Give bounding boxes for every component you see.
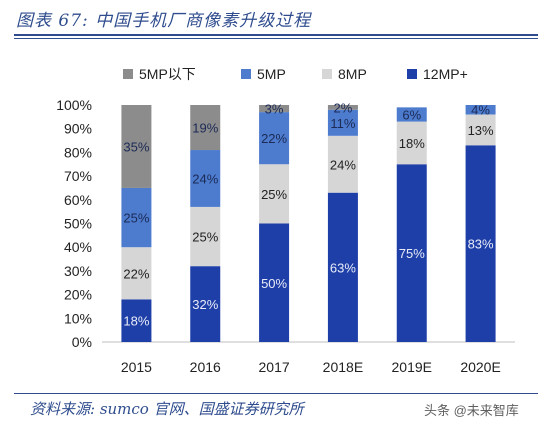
data-label: 25% [123, 211, 149, 226]
x-tick-label: 2016 [190, 359, 221, 375]
bar-segment [121, 247, 152, 300]
data-label: 22% [261, 131, 287, 146]
y-tick-label: 50% [64, 216, 92, 232]
chart-header: 图表 67: 中国手机厂商像素升级过程 [0, 0, 552, 40]
bar-segment [396, 121, 427, 165]
y-tick-label: 100% [56, 97, 92, 113]
bar-segment [465, 105, 496, 115]
data-label: 50% [261, 276, 287, 291]
data-label: 18% [399, 136, 425, 151]
x-tick-label: 2015 [121, 359, 152, 375]
data-label: 25% [261, 187, 287, 202]
y-tick-label: 80% [64, 144, 92, 160]
y-axis: 0% 10% 20% 30% 40% 50% 60% 70% 80% 90% 100% [56, 97, 515, 350]
bar-segment [259, 164, 290, 224]
chart-legend: 5MP以下 5MP 8MP 12MP+ [123, 66, 468, 82]
bar-segment [396, 107, 427, 122]
data-label: 2% [334, 100, 353, 115]
data-label: 13% [468, 123, 494, 138]
y-tick-label: 10% [64, 310, 92, 326]
bar-segment [327, 109, 358, 136]
y-tick-label: 40% [64, 239, 92, 255]
x-tick-label: 2020E [460, 359, 500, 375]
data-label: 11% [330, 116, 355, 131]
data-label: 22% [123, 266, 149, 281]
data-label: 83% [468, 237, 494, 252]
data-label: 24% [192, 171, 218, 186]
y-tick-label: 90% [64, 121, 92, 137]
source-note: 资料来源: sumco 官网、国盛证券研究所 [30, 400, 304, 418]
y-tick-label: 20% [64, 287, 92, 303]
bar-segment [121, 187, 152, 248]
bar-segment [190, 266, 221, 342]
x-tick-label: 2017 [259, 359, 290, 375]
bar-segment [465, 114, 496, 146]
legend-label: 8MP [338, 66, 367, 82]
y-tick-label: 60% [64, 192, 92, 208]
x-axis: 2015 2016 2017 2018E 2019E 2020E [121, 359, 501, 375]
x-tick-label: 2018E [323, 359, 363, 375]
bar-segment [465, 145, 496, 342]
legend-label: 5MP以下 [139, 66, 196, 82]
y-tick-label: 0% [72, 334, 92, 350]
bar-segment [190, 105, 221, 151]
bar-segment [259, 105, 290, 113]
footer-rule [14, 393, 538, 394]
data-label: 3% [265, 102, 284, 117]
data-label: 18% [123, 314, 149, 329]
y-tick-label: 70% [64, 168, 92, 184]
bar-segment [190, 206, 221, 267]
data-label: 25% [192, 230, 218, 245]
data-label: 32% [192, 297, 218, 312]
data-label: 35% [123, 139, 149, 154]
bar-segment [327, 135, 358, 193]
data-label: 75% [399, 246, 425, 261]
bar-plot-area: 18% 22% 25% 35% 32% 25% 24% 19% 50% 25% 22% 3% 63% 24… [121, 100, 496, 342]
figure-title: 图表 67: 中国手机厂商像素升级过程 [16, 11, 312, 31]
legend-swatch [322, 69, 332, 79]
bar-segment [396, 164, 427, 342]
watermark-text: 头条 @未来智库 [424, 403, 519, 418]
legend-swatch [407, 69, 417, 79]
bar-segment [121, 105, 152, 188]
legend-label: 12MP+ [423, 66, 468, 82]
bar-segment [259, 223, 290, 342]
y-tick-label: 30% [64, 263, 92, 279]
data-label: 4% [471, 103, 490, 118]
data-label: 63% [330, 260, 356, 275]
legend-swatch [123, 69, 133, 79]
header-rule-thin [14, 38, 538, 39]
bar-segment [327, 192, 358, 342]
legend-label: 5MP [257, 66, 286, 82]
bar-segment [190, 150, 221, 207]
bar-segment [121, 299, 152, 342]
data-label: 6% [402, 107, 421, 122]
data-label: 24% [330, 157, 356, 172]
bar-segment [327, 105, 358, 110]
header-rule [14, 34, 538, 36]
bar-segment [259, 112, 290, 165]
x-tick-label: 2019E [392, 359, 432, 375]
legend-swatch [241, 69, 251, 79]
data-label: 19% [192, 121, 218, 136]
